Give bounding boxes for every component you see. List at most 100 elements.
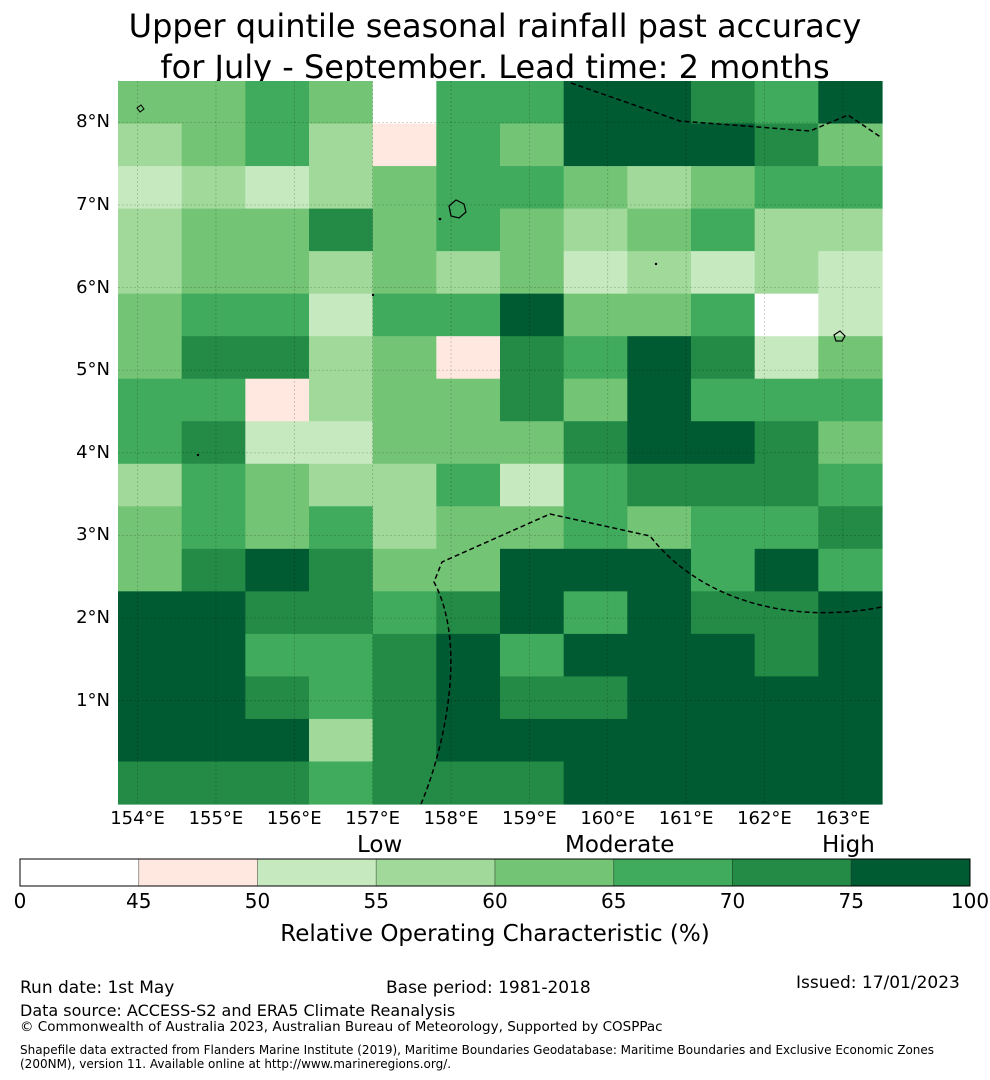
longitude-label: 157°E bbox=[345, 808, 401, 829]
copyright: © Commonwealth of Australia 2023, Austra… bbox=[20, 1019, 663, 1035]
map-cell bbox=[118, 633, 183, 678]
map-cell bbox=[627, 718, 692, 763]
map-cell bbox=[309, 123, 374, 167]
map-cell bbox=[691, 761, 756, 805]
map-cell bbox=[372, 81, 437, 125]
colorbar-segment bbox=[850, 858, 971, 887]
map-cell bbox=[118, 761, 183, 805]
map-cell bbox=[309, 293, 374, 337]
map-cell bbox=[691, 633, 756, 678]
map-cell bbox=[500, 506, 565, 550]
map-cell bbox=[563, 718, 628, 763]
map-cell bbox=[181, 208, 246, 252]
map-cell bbox=[372, 293, 437, 337]
map-cell bbox=[118, 208, 183, 252]
map-cell bbox=[372, 463, 437, 507]
map-cell bbox=[627, 293, 692, 337]
map-cell bbox=[436, 463, 501, 507]
map-cell bbox=[309, 421, 374, 465]
map-cell bbox=[563, 293, 628, 337]
map-cell bbox=[118, 123, 183, 167]
map-cell bbox=[818, 463, 883, 507]
colorbar-tick-label: 55 bbox=[363, 889, 389, 913]
map-cell bbox=[245, 676, 310, 720]
map-cell bbox=[754, 166, 819, 210]
colorbar-tick-label: 70 bbox=[719, 889, 746, 913]
map-cell bbox=[436, 293, 501, 337]
map-cell bbox=[372, 421, 437, 465]
map-cell bbox=[309, 548, 374, 592]
map-cell bbox=[627, 463, 692, 507]
map-cell bbox=[309, 591, 374, 635]
map-cell bbox=[372, 208, 437, 252]
map-cell bbox=[118, 506, 183, 550]
map-cell bbox=[372, 591, 437, 635]
colorbar-frame bbox=[19, 858, 971, 887]
colorbar-tick-label: 100 bbox=[950, 889, 990, 913]
map-cell bbox=[627, 676, 692, 720]
map-cell bbox=[627, 251, 692, 295]
map-cell bbox=[563, 421, 628, 465]
map-cell bbox=[627, 378, 692, 422]
latitude-label: 7°N bbox=[76, 193, 110, 215]
map-cell bbox=[691, 293, 756, 337]
longitude-label: 158°E bbox=[423, 808, 479, 829]
map-cell bbox=[754, 336, 819, 380]
map-cell bbox=[627, 208, 692, 252]
map-cell bbox=[436, 208, 501, 252]
map-cell bbox=[118, 548, 183, 592]
longitude-label: 154°E bbox=[110, 808, 165, 829]
map-cell bbox=[309, 81, 374, 125]
map-cell bbox=[436, 548, 501, 592]
title-line-1: Upper quintile seasonal rainfall past ac… bbox=[128, 7, 862, 45]
longitude-label: 159°E bbox=[502, 808, 557, 829]
island-kosrae bbox=[833, 330, 846, 342]
map-cell bbox=[500, 676, 565, 720]
map-cell bbox=[691, 378, 756, 422]
map-cell bbox=[372, 336, 437, 380]
map-cell bbox=[818, 421, 883, 465]
map-cell bbox=[691, 463, 756, 507]
map-cell bbox=[309, 208, 374, 252]
map-cell bbox=[627, 166, 692, 210]
map-cell bbox=[754, 506, 819, 550]
map-cell bbox=[181, 81, 246, 125]
map-cell bbox=[563, 336, 628, 380]
map-cell bbox=[500, 251, 565, 295]
map-grid-cells bbox=[118, 81, 883, 805]
map-cell bbox=[563, 81, 628, 125]
map-cell bbox=[500, 336, 565, 380]
map-cell bbox=[563, 761, 628, 805]
map-cell bbox=[754, 463, 819, 507]
map-cell bbox=[245, 251, 310, 295]
map-cell bbox=[754, 676, 819, 720]
map-cell bbox=[754, 293, 819, 337]
shapefile-credit-line-1: Shapefile data extracted from Flanders M… bbox=[20, 1043, 935, 1057]
map-cell bbox=[563, 123, 628, 167]
colorbar-tick-label: 0 bbox=[13, 889, 27, 913]
rainfall-accuracy-map bbox=[118, 81, 883, 805]
map-cell bbox=[691, 591, 756, 635]
latitude-label: 1°N bbox=[76, 689, 110, 711]
map-cell bbox=[500, 548, 565, 592]
map-cell bbox=[181, 506, 246, 550]
map-cell bbox=[500, 718, 565, 763]
map-cell bbox=[436, 336, 501, 380]
map-cell bbox=[754, 81, 819, 125]
map-cell bbox=[818, 718, 883, 763]
longitude-label: 156°E bbox=[266, 808, 322, 829]
map-cell bbox=[309, 506, 374, 550]
category-low: Low bbox=[357, 832, 403, 858]
map-cell bbox=[436, 506, 501, 550]
map-cell bbox=[118, 251, 183, 295]
colorbar-segment bbox=[138, 858, 258, 887]
map-cell bbox=[436, 378, 501, 422]
map-cell bbox=[372, 123, 437, 167]
map-cell bbox=[627, 633, 692, 678]
map-cell bbox=[372, 761, 437, 805]
map-cell bbox=[245, 208, 310, 252]
longitude-label: 155°E bbox=[188, 808, 244, 829]
latitude-label: 2°N bbox=[76, 607, 110, 629]
map-cell bbox=[245, 123, 310, 167]
map-cell bbox=[754, 378, 819, 422]
